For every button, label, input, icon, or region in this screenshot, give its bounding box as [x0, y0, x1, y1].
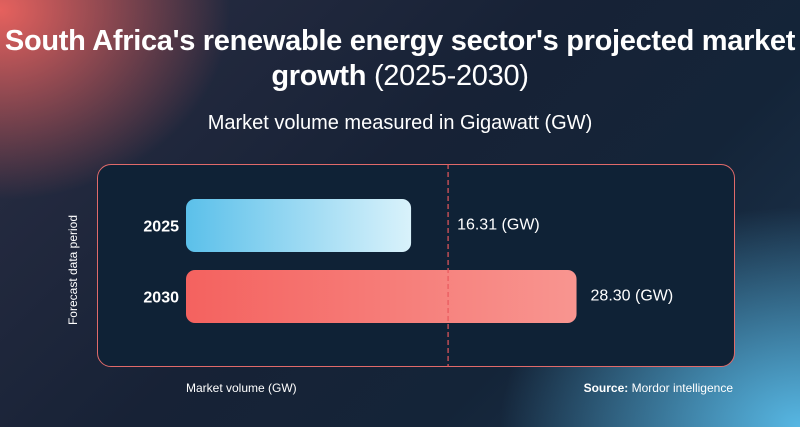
chart-panel	[97, 164, 735, 367]
category-label-2030: 2030	[143, 290, 179, 307]
chart-title-main: South Africa's renewable energy sector's…	[4, 25, 796, 92]
x-axis-label: Market volume (GW)	[186, 381, 297, 395]
value-label-2025: 16.31 (GW)	[457, 217, 540, 234]
chart-title: South Africa's renewable energy sector's…	[0, 24, 800, 94]
category-label-2025: 2025	[143, 219, 179, 236]
chart-subtitle: Market volume measured in Gigawatt (GW)	[207, 112, 593, 134]
bar-2025	[186, 199, 412, 252]
source-note: Source: Mordor intelligence	[584, 381, 733, 395]
source-text: Mordor intelligence	[631, 381, 733, 395]
bar-2030	[186, 270, 577, 323]
source-label: Source:	[583, 381, 629, 395]
value-label-2030: 28.30 (GW)	[591, 288, 674, 305]
chart-title-years: (2025-2030)	[373, 60, 529, 92]
